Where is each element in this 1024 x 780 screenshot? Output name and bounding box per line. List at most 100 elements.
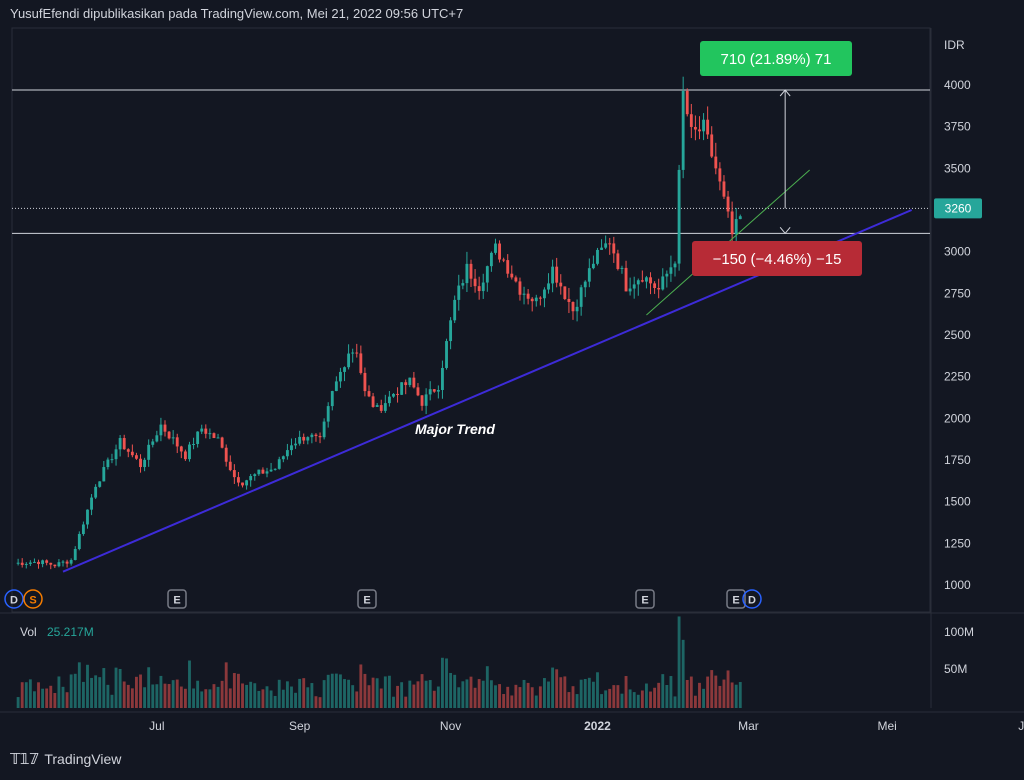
candle-body [73,549,77,561]
candle-body [489,252,493,267]
volume-bar [522,679,526,708]
time-tick-label: Sep [289,719,311,733]
volume-bar [359,664,363,708]
candle-body [587,268,591,282]
earnings-marker [726,589,746,609]
volume-bar [689,676,693,708]
volume-bar [151,684,155,708]
volume-bar [139,674,142,708]
candle-body [192,443,195,445]
candle-body [135,455,138,459]
volume-bar [45,688,49,708]
volume-bar [261,689,265,708]
event-marker-label: E [732,595,739,607]
candle-body [457,285,461,300]
candle-body [624,267,628,292]
volume-bar [106,684,110,708]
price-tick-label: 3000 [944,245,971,259]
volume-bar [453,674,457,708]
candle-body [20,562,24,565]
candle-body [269,469,273,472]
candle-body [371,396,375,407]
volume-bar [404,696,408,708]
volume-bar [322,680,326,708]
candle-body [196,431,200,444]
candle-body [65,561,69,564]
candle-body [310,434,314,438]
volume-bar [53,692,57,708]
candle-body [265,471,269,474]
candle-body [16,562,20,564]
volume-bar [587,677,591,708]
candle-body [24,563,28,565]
volume-bar [57,676,61,708]
volume-bar [114,667,118,708]
volume-bar [559,677,563,708]
volume-bar [94,675,98,708]
candle-body [534,297,538,302]
measure-up-box [700,41,852,76]
volume-bar [204,689,208,708]
volume-bar [269,690,273,708]
price-tick-label: 2000 [944,411,971,425]
event-marker-label: E [641,595,648,607]
candle-body [318,436,322,438]
candle-body [77,534,81,550]
volume-bar [241,683,244,708]
volume-bar [608,688,612,708]
candle-body [241,482,244,486]
time-tick-label: Mar [738,719,759,733]
candle-body [522,293,526,295]
candle-body [583,281,587,288]
measure-down-label: −150 (−4.46%) −15 [713,251,842,268]
volume-bar [473,687,477,708]
candle-body [257,469,261,475]
candle-body [290,445,293,451]
volume-bar [371,677,375,708]
candle-body [677,169,681,264]
price-tick-label: 1500 [944,495,971,509]
price-tick-label: 2250 [944,370,971,384]
candle-body [428,389,432,395]
volume-bar [363,673,367,708]
candle-body [608,243,612,245]
candle-body [375,405,379,407]
volume-bar [232,673,236,708]
candle-body [563,286,567,300]
volume-bar [37,682,40,708]
volume-bar [649,691,652,708]
candle-body [216,437,220,439]
volume-bar [375,678,379,708]
candle-body [232,470,236,478]
time-tick-label: 2022 [584,719,611,733]
candle-body [718,168,722,182]
price-tick-label: 3750 [944,120,971,134]
candle-body [383,403,387,411]
candle-body [220,437,224,448]
candle-body [551,266,555,284]
candle-body [612,243,616,254]
candle-body [620,267,624,269]
volume-bar [163,683,167,708]
candle-body [28,562,32,564]
tradingview-footer[interactable]: 𝕋𝟙𝟟 TradingView [10,750,121,768]
candle-body [506,260,510,274]
price-pane [11,27,931,613]
candle-body [200,428,204,432]
volume-bar [645,683,648,708]
volume-bar [494,685,497,708]
volume-bar [600,694,603,708]
volume-bar [367,685,371,708]
candle-body [171,437,175,439]
price-axis-currency: IDR [944,38,965,52]
volume-bar [449,672,453,708]
volume-bar [698,682,701,708]
candle-body [69,560,73,564]
volume-bar [428,680,432,708]
earnings-marker [167,589,187,609]
candle-body [143,459,147,468]
volume-bar [183,688,187,708]
volume-bar [86,664,89,708]
volume-bar [551,667,555,708]
